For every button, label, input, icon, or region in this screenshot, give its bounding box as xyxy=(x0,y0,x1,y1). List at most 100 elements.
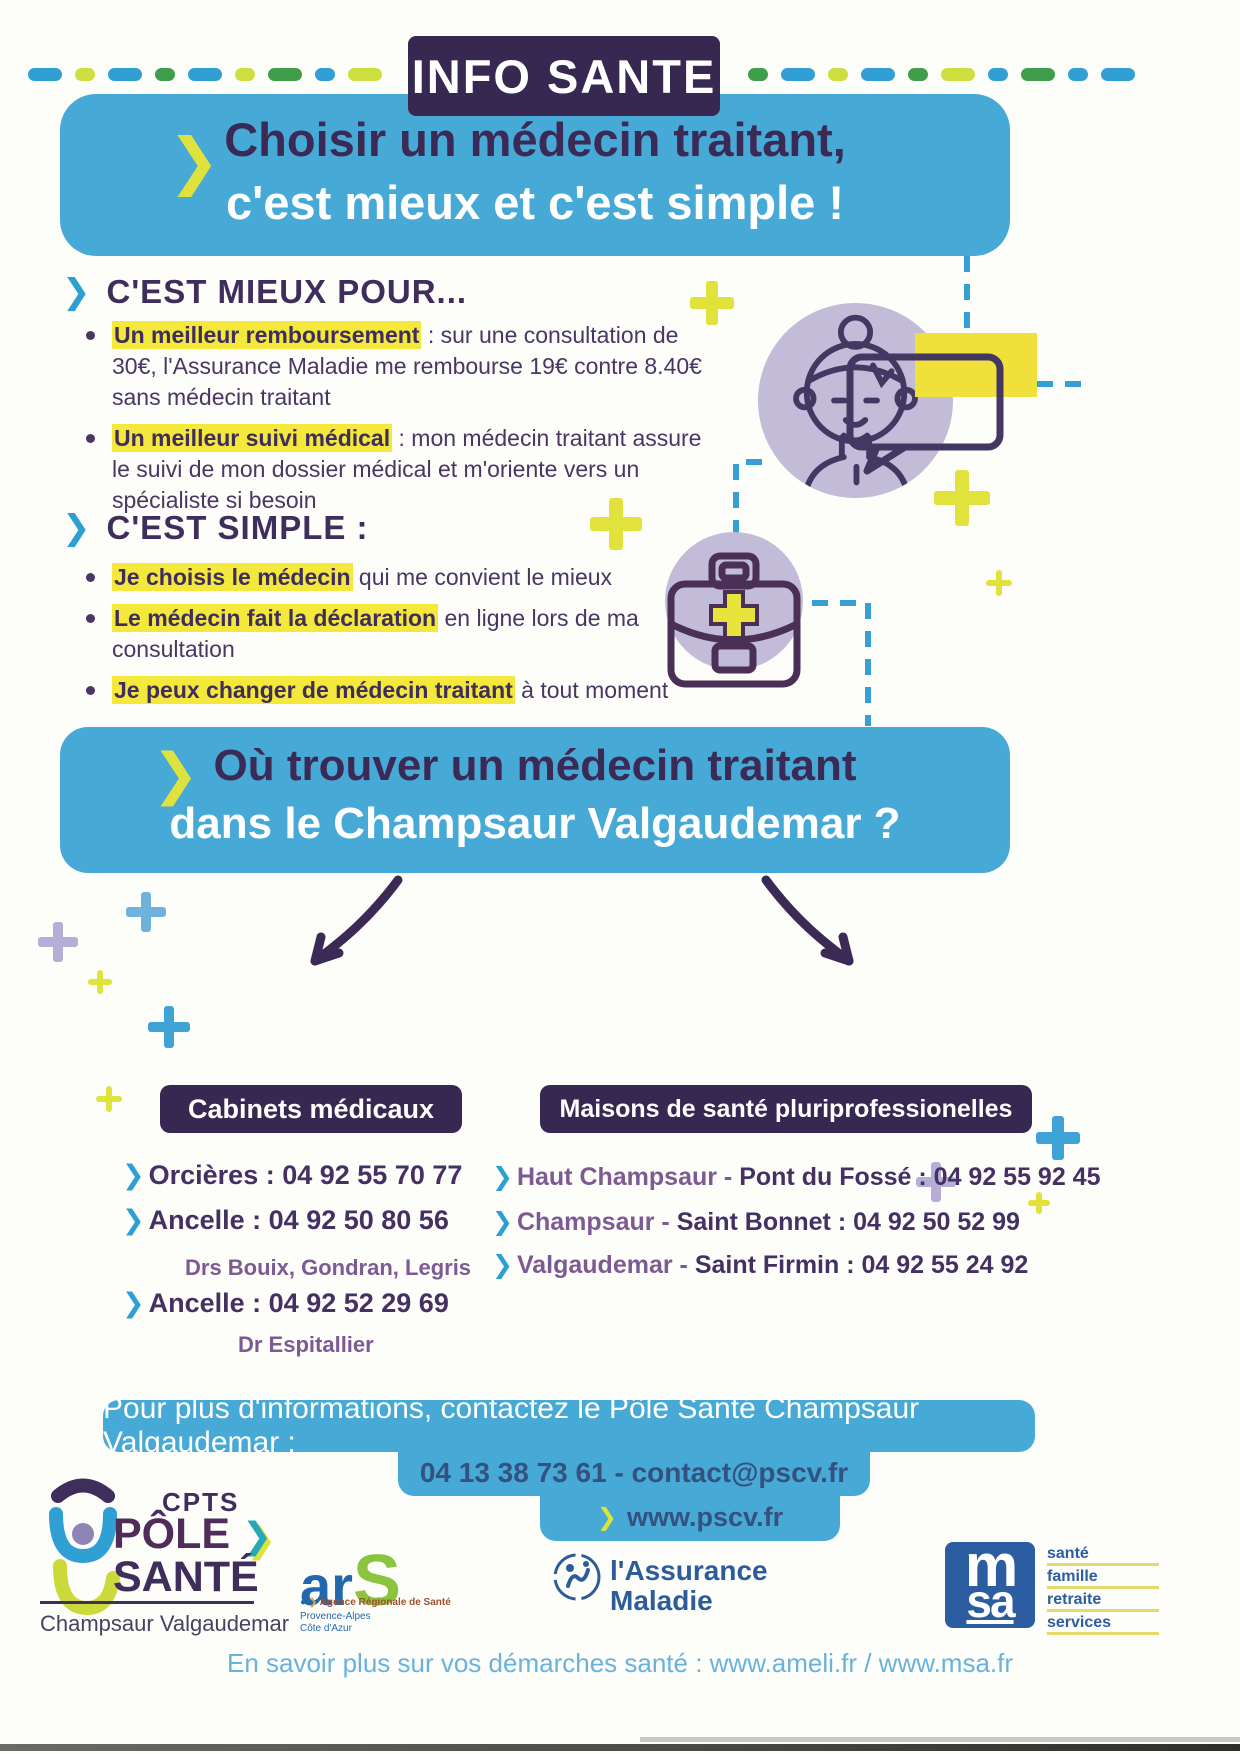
assurance-maladie-line2: Maladie xyxy=(610,1585,713,1616)
cabinet-doctors-note: Dr Espitallier xyxy=(238,1332,374,1357)
title-line1: Choisir un médecin traitant, xyxy=(224,113,846,166)
msa-service-item: services xyxy=(1047,1615,1159,1635)
cpts-logo-underline xyxy=(40,1601,254,1604)
assurance-maladie-line1: l'Assurance xyxy=(610,1555,768,1586)
highlighted-text: Je choisis le médecin xyxy=(112,563,353,591)
cabinet-doctors-note: Drs Bouix, Gondran, Legris xyxy=(185,1255,472,1280)
ars-logo: arS ● ❯ Agence Régionale de Santé Proven… xyxy=(300,1545,451,1645)
cabinet-entry-text: Ancelle : 04 92 50 80 56 xyxy=(148,1205,449,1235)
briefcase-icon xyxy=(667,552,801,688)
msa-logo: m sa santé famille retraite services xyxy=(945,1536,1159,1638)
assurance-maladie-logo: l'Assurance Maladie xyxy=(548,1548,768,1616)
cabinet-entry-text: Ancelle : 04 92 52 29 69 xyxy=(148,1288,449,1318)
bullet-text: à tout moment xyxy=(514,677,669,703)
contact-phone-email: 04 13 38 73 61 - contact@pscv.fr xyxy=(419,1456,849,1488)
maison-entry: ❯ Haut Champsaur - Pont du Fossé : 04 92 … xyxy=(492,1162,1101,1192)
speech-bubble-icon xyxy=(846,333,1037,475)
bullet-text: en ligne lors de ma consultation xyxy=(112,605,639,662)
cabinet-entry: ❯ Ancelle : 04 92 52 29 69 xyxy=(122,1288,449,1319)
plus-icon xyxy=(148,1006,190,1048)
chevron-right-icon: ❯ xyxy=(596,1503,618,1531)
msa-letters-sa: sa xyxy=(966,1575,1015,1627)
bullet-item: Je peux changer de médecin traitant à to… xyxy=(86,675,704,706)
cpts-pole-text: PÔLE xyxy=(113,1510,231,1558)
highlighted-text: Un meilleur suivi médical xyxy=(112,424,393,452)
title-line2: c'est mieux et c'est simple ! xyxy=(226,176,844,229)
chevron-right-icon: ❯ xyxy=(492,1162,513,1191)
chevron-right-icon: ❯ xyxy=(122,1160,145,1191)
plus-icon xyxy=(88,970,112,994)
plus-icon xyxy=(1036,1116,1080,1160)
plus-icon xyxy=(38,922,78,962)
ars-agency-text: Agence Régionale de Santé xyxy=(319,1597,451,1608)
simple-bullet-list: Je choisis le médecin qui me convient le… xyxy=(86,562,704,716)
ars-logo-s: S xyxy=(352,1541,401,1621)
mieux-bullet-list: Un meilleur remboursement : sur une cons… xyxy=(86,320,704,526)
contact-text: Pour plus d'informations, contactez le P… xyxy=(103,1392,920,1459)
plus-icon xyxy=(126,892,166,932)
patient-avatar-illustration xyxy=(758,303,953,498)
info-sante-badge: INFO SANTE xyxy=(408,36,720,116)
chevron-right-icon: ❯ xyxy=(122,1288,145,1319)
chevron-right-icon: ❯ xyxy=(242,1516,273,1557)
maison-entry: ❯ Valgaudemar - Saint Firmin : 04 92 55 2… xyxy=(492,1250,1028,1280)
cabinets-title: Cabinets médicaux xyxy=(160,1085,462,1133)
cabinet-entry-text: Orcières : 04 92 55 70 77 xyxy=(148,1160,463,1190)
section-heading-simple: ❯ C'EST SIMPLE : xyxy=(62,508,369,548)
maisons-title: Maisons de santé pluriprofessionelles xyxy=(540,1085,1032,1133)
maison-detail: Saint Firmin : 04 92 55 24 92 xyxy=(694,1251,1029,1279)
cabinet-entry: ❯ Ancelle : 04 92 50 80 56 xyxy=(122,1205,449,1236)
bullet-item: Un meilleur remboursement : sur une cons… xyxy=(86,320,704,413)
bullet-text: : mon médecin traitant assure le suivi d… xyxy=(112,425,702,513)
where-line2: dans le Champsaur Valgaudemar ? xyxy=(169,799,901,848)
bullet-text: qui me convient le mieux xyxy=(352,564,613,590)
assurance-maladie-emblem-icon xyxy=(553,1553,601,1601)
maison-detail: Pont du Fossé : 04 92 55 92 45 xyxy=(739,1163,1101,1191)
medical-bag-illustration xyxy=(665,532,803,688)
footer-links-text: En savoir plus sur vos démarches santé :… xyxy=(226,1648,1014,1678)
maisons-title-text: Maisons de santé pluriprofessionelles xyxy=(559,1094,1013,1123)
cpts-logo-figure-icon xyxy=(49,1478,120,1616)
contact-banner-line1: Pour plus d'informations, contactez le P… xyxy=(103,1392,1035,1459)
where-banner: ❯ Où trouver un médecin traitant dans le… xyxy=(60,727,1010,873)
chevron-right-icon: ❯ xyxy=(152,742,199,807)
plus-icon xyxy=(690,281,734,325)
ars-region-line1: Provence-Alpes xyxy=(300,1611,371,1622)
ars-region-line2: Côte d'Azur xyxy=(300,1623,352,1634)
title-banner: ❯ Choisir un médecin traitant, c'est mie… xyxy=(60,94,1010,256)
chevron-right-icon: ❯ xyxy=(168,124,220,197)
maison-region: Haut Champsaur - xyxy=(516,1163,740,1191)
bullet-item: Je choisis le médecin qui me convient le… xyxy=(86,562,704,593)
bullet-text: : sur une consultation de 30€, l'Assuran… xyxy=(112,322,702,410)
cabinets-title-text: Cabinets médicaux xyxy=(187,1093,435,1124)
cpts-logo-sante: SANTÉ xyxy=(113,1553,259,1601)
cpts-logo-subtitle: Champsaur Valgaudemar xyxy=(40,1611,290,1636)
msa-service-item: santé xyxy=(1047,1546,1159,1566)
contact-banner-line2: 04 13 38 73 61 - contact@pscv.fr xyxy=(398,1449,870,1496)
cpts-logo-tag: CPTS xyxy=(162,1487,240,1517)
cpts-logo-pole: PÔLE ❯ xyxy=(113,1510,272,1559)
speech-bubble-illustration xyxy=(845,330,1060,485)
chevron-right-icon: ❯ xyxy=(62,508,91,548)
highlighted-text: Le médecin fait la déclaration xyxy=(112,604,439,632)
person-icon xyxy=(793,314,918,498)
plus-icon xyxy=(916,1162,956,1202)
chevron-right-icon: ❯ xyxy=(62,272,91,312)
cabinet-entry: ❯ Orcières : 04 92 55 70 77 xyxy=(122,1160,462,1191)
msa-logo-box: m sa xyxy=(945,1536,1035,1628)
where-line1: Où trouver un médecin traitant xyxy=(213,741,857,790)
chevron-right-icon: ❯ xyxy=(122,1205,145,1236)
plus-icon xyxy=(590,498,642,550)
section-heading-text: C'EST SIMPLE : xyxy=(106,509,369,546)
maison-detail: Saint Bonnet : 04 92 50 52 99 xyxy=(676,1208,1020,1236)
maison-region: Valgaudemar - xyxy=(516,1251,695,1279)
plus-icon xyxy=(96,1086,122,1112)
scan-artifact xyxy=(0,1744,1240,1751)
bullet-item: Un meilleur suivi médical : mon médecin … xyxy=(86,423,704,516)
scan-artifact xyxy=(640,1737,1240,1742)
maison-entry: ❯ Champsaur - Saint Bonnet : 04 92 50 52 … xyxy=(492,1207,1020,1237)
ars-agency-line: ● ❯ Agence Régionale de Santé xyxy=(300,1597,451,1608)
plus-icon xyxy=(934,470,990,526)
msa-service-item: famille xyxy=(1047,1569,1159,1589)
